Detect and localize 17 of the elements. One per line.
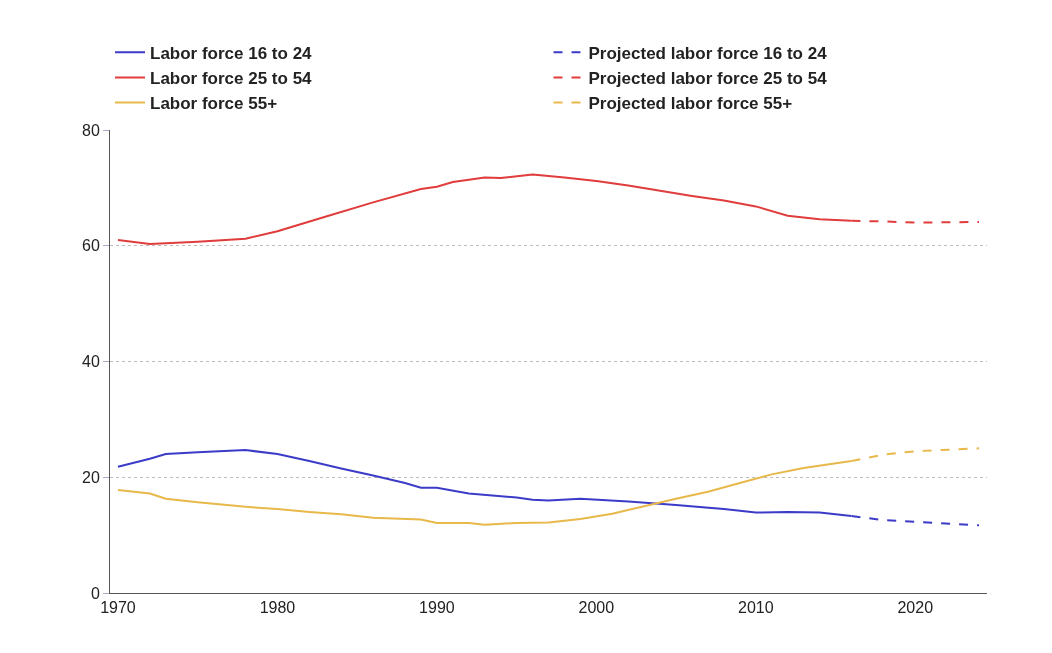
legend-label: Labor force 25 to 54	[150, 69, 313, 89]
y-tick-label: 0	[90, 584, 100, 602]
legend-label: Projected labor force 16 to 24	[588, 43, 828, 63]
legend-label: Labor force 16 to 24	[150, 43, 313, 63]
legend-label: Projected labor force 55+	[588, 94, 793, 114]
y-tick-label: 60	[82, 237, 100, 255]
y-tick-label: 80	[82, 121, 100, 139]
x-tick-label: 1980	[259, 599, 296, 617]
x-tick-label: 1970	[100, 599, 136, 617]
legend-label: Projected labor force 25 to 54	[588, 69, 828, 89]
x-tick-label: 2010	[737, 599, 774, 617]
y-tick-label: 40	[82, 353, 100, 371]
y-tick-label: 20	[82, 468, 100, 486]
legend-label: Labor force 55+	[150, 94, 278, 114]
x-tick-label: 2000	[578, 599, 615, 617]
x-tick-label: 2020	[897, 599, 934, 617]
x-tick-label: 1990	[419, 599, 455, 617]
